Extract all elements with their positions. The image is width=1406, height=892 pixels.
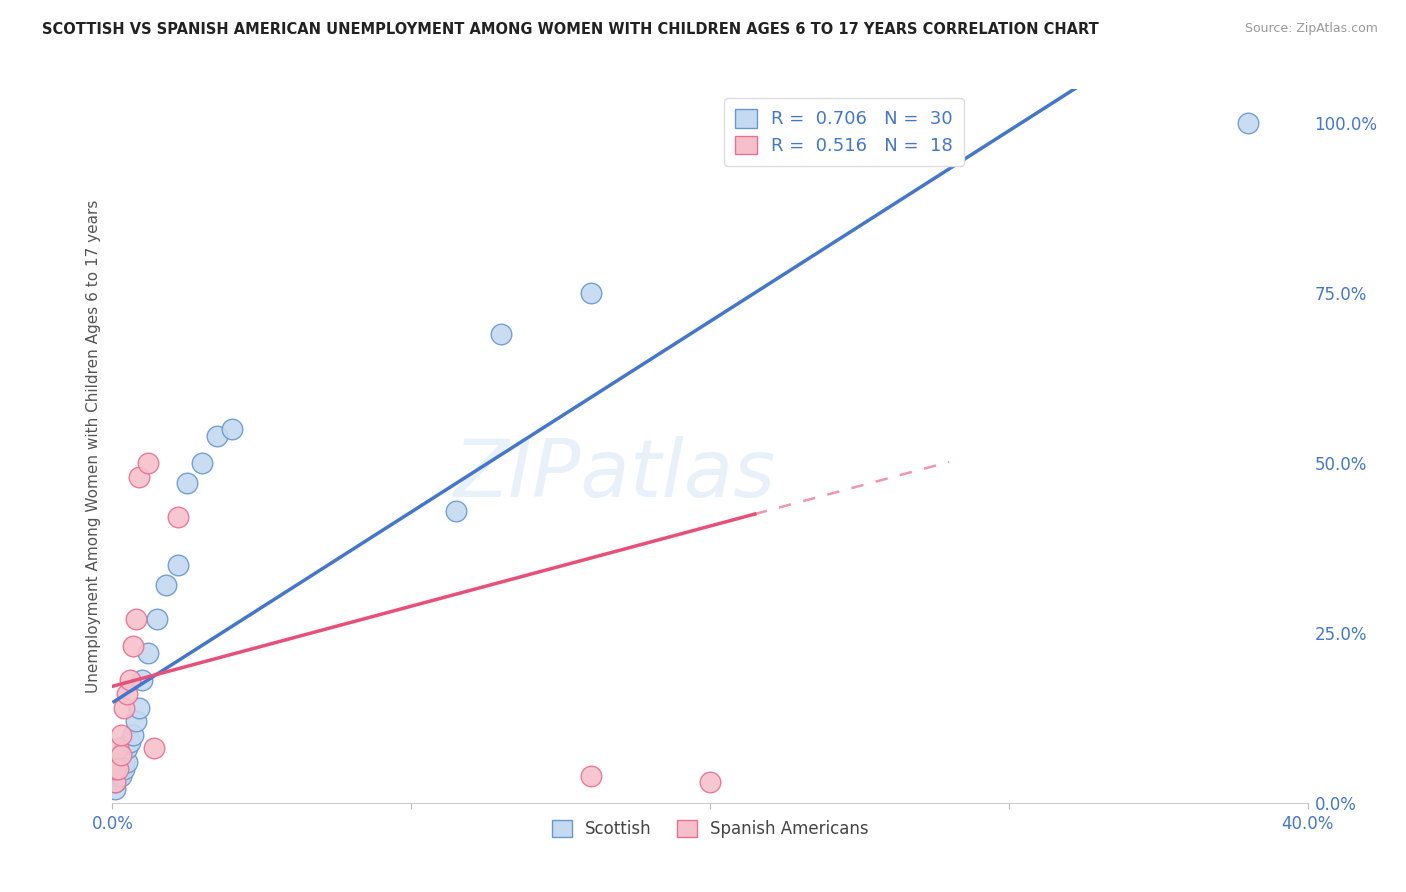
Point xyxy=(104,775,127,789)
Point xyxy=(110,728,132,742)
Point xyxy=(221,422,243,436)
Point xyxy=(146,612,169,626)
Point xyxy=(114,755,135,769)
Point xyxy=(143,741,166,756)
Point xyxy=(117,687,139,701)
Point xyxy=(107,762,129,776)
Point xyxy=(104,762,127,776)
Point xyxy=(579,286,602,301)
Point xyxy=(744,136,766,151)
Point xyxy=(128,700,150,714)
Text: Source: ZipAtlas.com: Source: ZipAtlas.com xyxy=(1244,22,1378,36)
Point xyxy=(167,510,190,524)
Point xyxy=(205,429,228,443)
Text: ZIPatlas: ZIPatlas xyxy=(453,435,776,514)
Point xyxy=(110,755,132,769)
Point xyxy=(107,755,129,769)
Point xyxy=(117,755,139,769)
Point xyxy=(110,748,132,763)
Point xyxy=(120,673,142,688)
Text: SCOTTISH VS SPANISH AMERICAN UNEMPLOYMENT AMONG WOMEN WITH CHILDREN AGES 6 TO 17: SCOTTISH VS SPANISH AMERICAN UNEMPLOYMEN… xyxy=(42,22,1099,37)
Point xyxy=(125,714,148,729)
Point xyxy=(114,762,135,776)
Point xyxy=(699,775,721,789)
Point xyxy=(107,762,129,776)
Point xyxy=(125,612,148,626)
Point xyxy=(128,469,150,483)
Point xyxy=(155,578,177,592)
Point xyxy=(114,700,135,714)
Point xyxy=(579,769,602,783)
Point xyxy=(104,782,127,797)
Point xyxy=(117,741,139,756)
Point xyxy=(138,646,160,660)
Point xyxy=(122,640,145,654)
Y-axis label: Unemployment Among Women with Children Ages 6 to 17 years: Unemployment Among Women with Children A… xyxy=(86,199,101,693)
Point xyxy=(110,762,132,776)
Point xyxy=(138,456,160,470)
Legend: Scottish, Spanish Americans: Scottish, Spanish Americans xyxy=(546,813,875,845)
Point xyxy=(107,769,129,783)
Point xyxy=(114,741,135,756)
Point xyxy=(167,558,190,572)
Point xyxy=(104,775,127,789)
Point xyxy=(107,741,129,756)
Point xyxy=(191,456,214,470)
Point xyxy=(444,503,467,517)
Point xyxy=(1237,116,1260,130)
Point xyxy=(110,769,132,783)
Point xyxy=(120,734,142,748)
Point xyxy=(489,326,512,341)
Point xyxy=(122,728,145,742)
Point xyxy=(131,673,153,688)
Point xyxy=(176,476,198,491)
